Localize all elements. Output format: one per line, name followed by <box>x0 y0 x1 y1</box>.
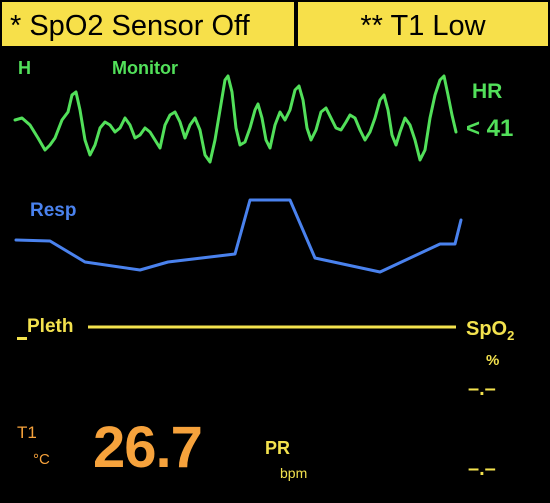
ecg-mode-label: Monitor <box>112 58 178 78</box>
alarm-secondary-text: ** T1 Low <box>360 10 486 42</box>
alarm-primary-text: * SpO2 Sensor Off <box>10 10 250 42</box>
spo2-unit: % <box>486 352 500 369</box>
pleth-label: Pleth <box>17 316 73 340</box>
ecg-lead-label: H <box>18 58 31 78</box>
spo2-label-sub: 2 <box>507 328 515 343</box>
temp-value: 26.7 <box>93 415 203 480</box>
pleth-marker-icon <box>17 337 27 340</box>
alarm-t1-low[interactable]: ** T1 Low <box>298 2 548 46</box>
hr-label: HR <box>472 80 503 103</box>
resp-waveform <box>14 198 463 274</box>
pr-value: –.– <box>468 458 496 480</box>
ecg-waveform <box>13 74 458 164</box>
spo2-value: –.– <box>468 378 496 400</box>
pr-label: PR <box>265 438 291 458</box>
temp-label: T1 <box>17 423 37 442</box>
spo2-label-main: SpO <box>466 318 508 340</box>
resp-label: Resp <box>30 200 77 221</box>
spo2-label: SpO2 <box>466 318 514 343</box>
alarm-spo2-sensor-off[interactable]: * SpO2 Sensor Off <box>2 2 294 46</box>
pr-unit: bpm <box>280 465 308 481</box>
hr-value: < 41 <box>466 115 514 142</box>
temp-unit: °C <box>33 451 50 468</box>
pleth-label-text: Pleth <box>27 316 74 337</box>
